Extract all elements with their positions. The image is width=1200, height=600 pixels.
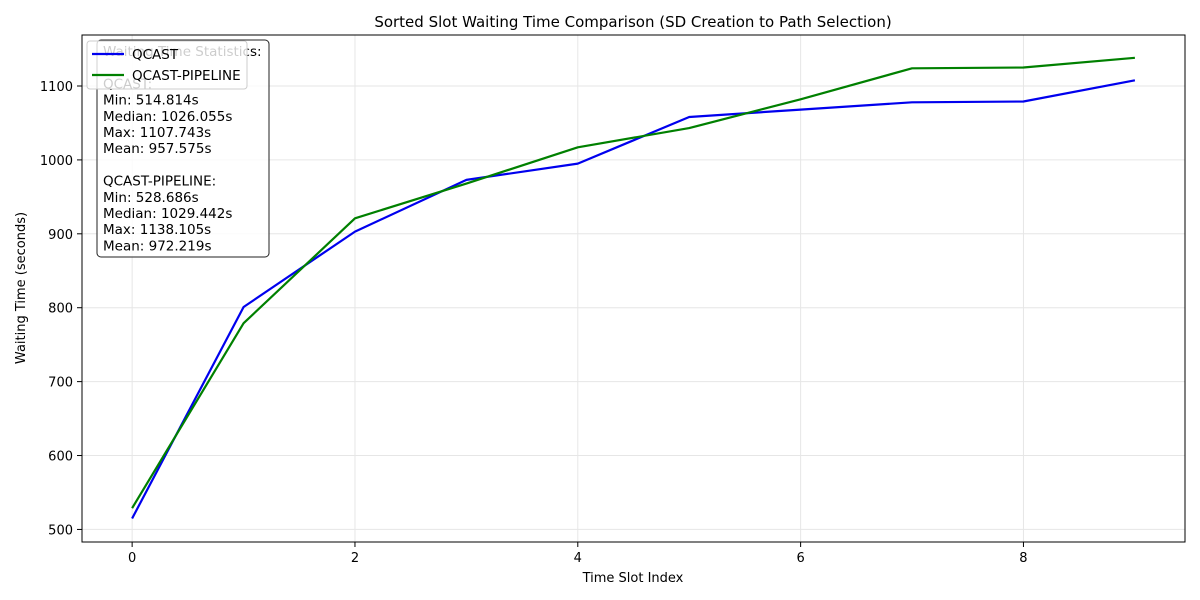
y-tick-label: 800 [48, 302, 73, 317]
chart-title: Sorted Slot Waiting Time Comparison (SD … [374, 13, 891, 31]
x-tick-label: 2 [351, 551, 359, 566]
series-lines [131, 56, 1136, 520]
stats-line: Min: 514.814s [103, 93, 199, 109]
stats-line: Max: 1138.105s [103, 222, 211, 238]
legend-entry-1: QCAST-PIPELINE [132, 68, 241, 84]
legend-frame [86, 40, 248, 90]
series-line-1 [131, 56, 1135, 509]
stats-line: Max: 1107.743s [103, 125, 211, 141]
y-tick-label: 700 [48, 376, 73, 391]
x-axis-label: Time Slot Index [582, 571, 684, 586]
stats-box-frame [96, 39, 270, 258]
x-tick-label: 4 [574, 551, 582, 566]
series-line-0 [131, 79, 1136, 520]
legend: QCAST QCAST-PIPELINE [86, 40, 248, 90]
x-axis-ticks: 0 2 4 6 8 [128, 542, 1028, 566]
x-tick-label: 8 [1019, 551, 1027, 566]
legend-entry-0: QCAST [132, 47, 179, 63]
y-axis-ticks: 500 600 700 800 900 1000 1100 [40, 80, 82, 538]
stats-line: Median: 1029.442s [103, 206, 232, 222]
stats-line: Mean: 972.219s [103, 238, 211, 254]
y-tick-label: 1100 [40, 80, 73, 95]
y-tick-label: 1000 [40, 154, 73, 169]
stats-line: Mean: 957.575s [103, 141, 211, 157]
stats-line: Min: 528.686s [103, 190, 199, 206]
x-tick-label: 6 [796, 551, 804, 566]
stats-line: Median: 1026.055s [103, 109, 232, 125]
y-tick-label: 600 [48, 450, 73, 465]
x-tick-label: 0 [128, 551, 136, 566]
stats-line: QCAST-PIPELINE: [103, 174, 216, 190]
plot-frame [81, 34, 1186, 543]
y-axis-label: Waiting Time (seconds) [14, 212, 29, 364]
y-tick-label: 900 [48, 228, 73, 243]
y-tick-label: 500 [48, 523, 73, 538]
